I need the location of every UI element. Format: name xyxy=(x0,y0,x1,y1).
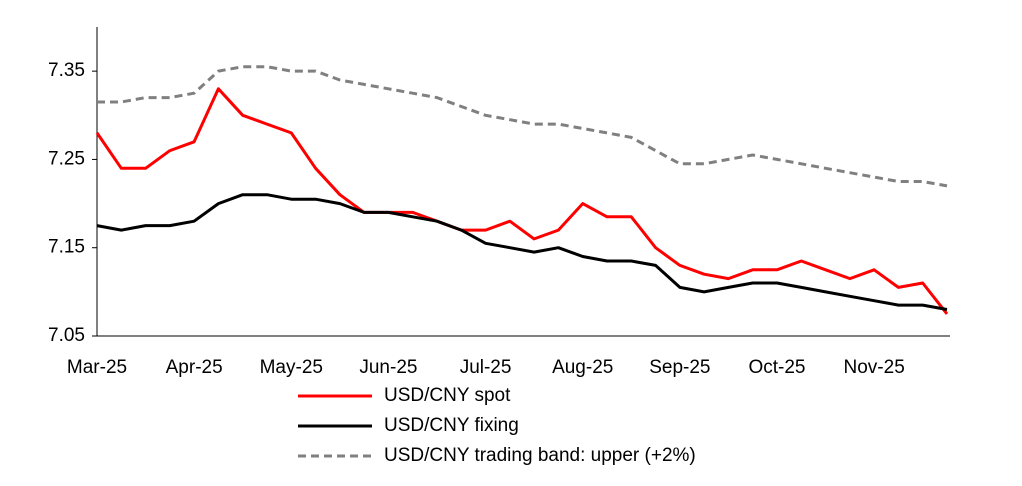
x-tick-label: Apr-25 xyxy=(166,357,223,378)
legend-label: USD/CNY spot xyxy=(384,385,511,406)
y-tick-label: 7.05 xyxy=(48,325,85,346)
x-tick-label: Nov-25 xyxy=(844,357,905,378)
y-tick-label: 7.25 xyxy=(48,148,85,169)
y-tick-label: 7.15 xyxy=(48,237,85,258)
series-line xyxy=(97,65,948,188)
x-tick-label: Jun-25 xyxy=(359,357,417,378)
y-tick-label: 7.35 xyxy=(48,60,85,81)
x-tick-label: Oct-25 xyxy=(748,357,805,378)
x-tick-label: Sep-25 xyxy=(649,357,710,378)
legend-label: USD/CNY trading band: upper (+2%) xyxy=(384,445,696,466)
series-line xyxy=(96,193,948,311)
series-line xyxy=(95,87,949,315)
x-tick-label: Mar-25 xyxy=(67,357,127,378)
x-tick-label: Aug-25 xyxy=(552,357,613,378)
x-tick-label: Jul-25 xyxy=(460,357,512,378)
x-tick-label: May-25 xyxy=(260,357,323,378)
legend-label: USD/CNY fixing xyxy=(384,415,519,436)
